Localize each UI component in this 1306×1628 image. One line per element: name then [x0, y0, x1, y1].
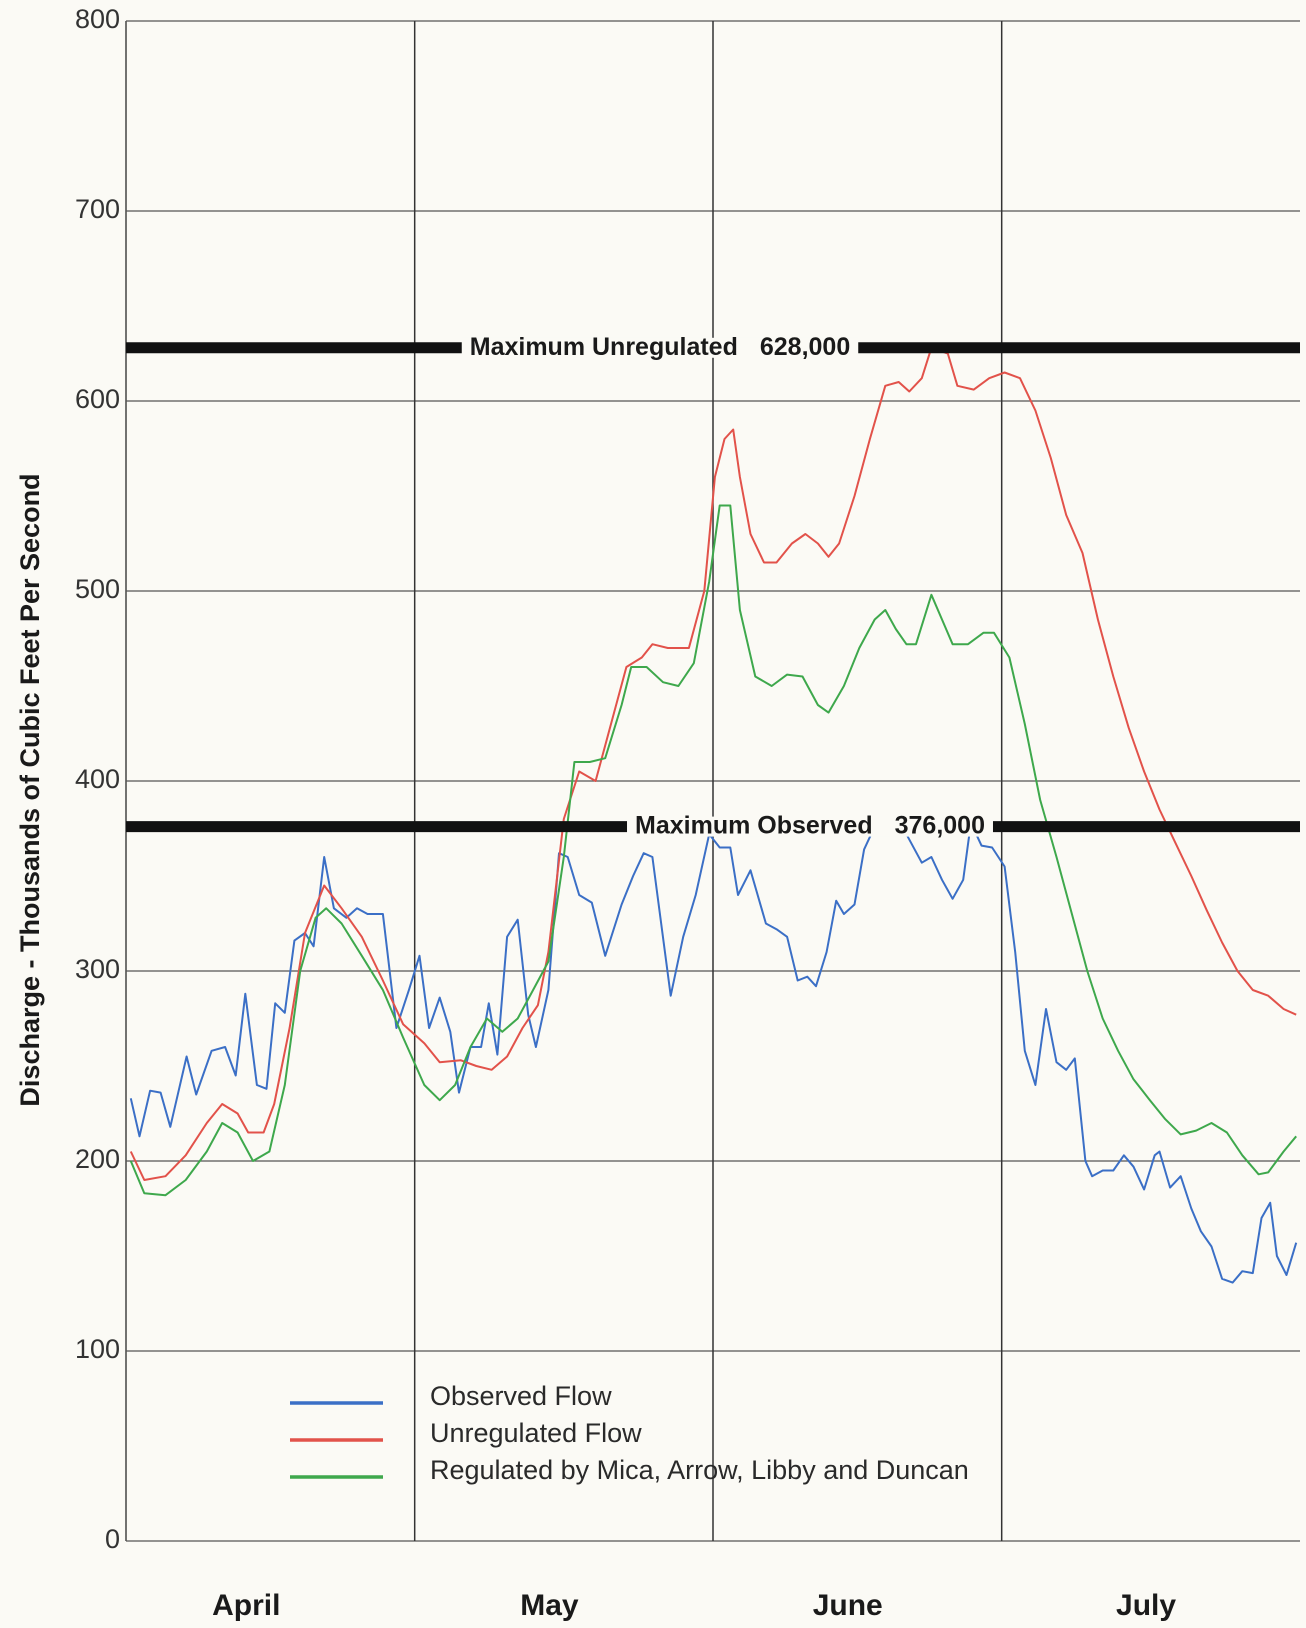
y-axis-label: Discharge - Thousands of Cubic Feet Per …: [15, 473, 45, 1106]
reference-label: Maximum Unregulated 628,000: [470, 332, 850, 360]
reference-label-bg: [627, 816, 993, 837]
x-tick-label: July: [1116, 1589, 1176, 1622]
y-tick-label: 600: [75, 384, 120, 414]
data-line: [129, 821, 1298, 1284]
reference-label-bg: [461, 337, 859, 358]
y-tick-label: 400: [75, 764, 120, 794]
legend-label: Observed Flow: [430, 1381, 612, 1411]
y-tick-label: 500: [75, 574, 120, 604]
x-tick-label: May: [520, 1589, 579, 1622]
legend-label: Unregulated Flow: [430, 1418, 642, 1448]
y-tick-label: 200: [75, 1144, 120, 1174]
data-line: [129, 504, 1297, 1197]
y-tick-label: 700: [75, 194, 120, 224]
reference-label: Maximum Observed 376,000: [635, 811, 985, 839]
legend-label: Regulated by Mica, Arrow, Libby and Dunc…: [430, 1455, 969, 1485]
data-line: [129, 346, 1297, 1181]
reference-name: Maximum Observed: [635, 811, 873, 839]
y-tick-label: 0: [105, 1524, 120, 1554]
reference-name: Maximum Unregulated: [470, 332, 738, 360]
x-tick-label: June: [813, 1589, 883, 1622]
reference-value: 628,000: [760, 332, 850, 360]
y-tick-label: 100: [75, 1334, 120, 1364]
x-tick-label: April: [212, 1589, 280, 1622]
y-tick-label: 800: [75, 4, 120, 34]
y-tick-label: 300: [75, 954, 120, 984]
reference-value: 376,000: [895, 811, 985, 839]
